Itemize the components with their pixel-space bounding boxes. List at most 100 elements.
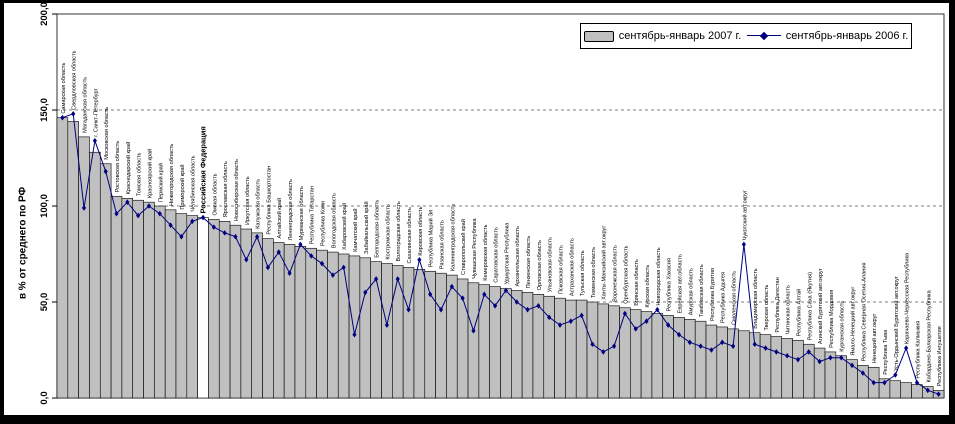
category-label: Иркутская область xyxy=(245,176,251,225)
bar xyxy=(759,334,772,399)
diamond-marker xyxy=(622,310,627,317)
plot-area: 0,0 50,0 100,0 150,0 200,0 Самарская область С… xyxy=(39,3,945,405)
diamond-marker xyxy=(806,349,811,355)
category-label: Республика Татарстан xyxy=(310,186,316,244)
diamond-marker xyxy=(298,241,303,248)
diamond-marker xyxy=(557,322,563,328)
category-label: Республика Тыва xyxy=(883,329,889,375)
category-label: Ненецкий авт.округ xyxy=(871,314,878,364)
diamond-marker xyxy=(449,283,454,290)
category-label: Республика Северная Осетия-Алания xyxy=(861,262,867,361)
category-label: Омская область xyxy=(212,173,218,215)
diamond-marker xyxy=(179,233,184,240)
category-label: Республика Дагестан xyxy=(775,277,781,332)
bar xyxy=(402,267,415,399)
diamond-marker xyxy=(374,276,379,282)
category-label: Брянская область xyxy=(634,259,640,306)
bar xyxy=(240,228,253,399)
category-label: Ямало-Ненецкий авт.округ xyxy=(850,287,857,356)
category-label: Российская Федерация xyxy=(199,126,208,213)
bar xyxy=(435,272,447,399)
legend-item-2006: сентябрь-январь 2006 г. xyxy=(746,30,908,42)
diamond-marker xyxy=(222,230,227,236)
diamond-marker xyxy=(774,349,779,355)
diamond-marker xyxy=(839,354,844,361)
diamond-marker xyxy=(514,299,519,305)
diamond-marker xyxy=(482,291,487,298)
diamond-marker xyxy=(363,289,368,296)
category-label: Новгородская область xyxy=(656,247,662,305)
diamond-marker xyxy=(157,210,162,217)
diamond-marker xyxy=(244,256,249,263)
y-axis-title: в % от среднего по РФ xyxy=(17,186,29,300)
diamond-marker xyxy=(471,328,476,334)
bar xyxy=(467,282,480,399)
diamond-marker xyxy=(828,354,833,361)
category-label: г. Санкт-Петербург xyxy=(93,88,99,136)
bar xyxy=(586,301,599,399)
category-label: Еврейская авт.область xyxy=(676,254,683,313)
category-label: Сахалинская область xyxy=(407,207,413,263)
diamond-marker xyxy=(103,168,108,175)
bar xyxy=(608,305,620,399)
diamond-marker xyxy=(849,362,855,369)
bar xyxy=(283,244,296,399)
category-label: Республика Мордовия xyxy=(829,290,835,348)
diamond-marker xyxy=(860,370,865,376)
category-label: Пензенская область xyxy=(526,236,532,289)
diamond-marker xyxy=(146,203,152,209)
category-label: Курская область xyxy=(645,265,651,308)
category-label: Республика Башкортостан xyxy=(266,166,272,235)
diamond-marker xyxy=(114,210,119,217)
diamond-marker xyxy=(330,272,335,278)
diamond-marker xyxy=(590,341,595,348)
category-label: Усть-Ордынский Бурятский авт.округ xyxy=(893,276,900,371)
diamond-marker xyxy=(81,205,87,211)
bar xyxy=(424,270,436,399)
diamond-marker xyxy=(503,287,509,294)
category-label: Орловская область xyxy=(537,240,543,290)
bar xyxy=(110,196,123,399)
legend: сентябрь-январь 2007 г. сентябрь-январь … xyxy=(580,23,912,49)
category-label: Республика Саха (Якутия) xyxy=(807,272,813,340)
category-label: Псковская область xyxy=(558,245,564,294)
diamond-marker xyxy=(925,387,930,394)
diamond-marker xyxy=(871,379,876,386)
bar xyxy=(511,290,523,399)
category-label: Оренбургская область xyxy=(623,245,629,303)
category-label: Республика Хакасия xyxy=(667,258,673,311)
bar xyxy=(56,117,69,399)
bar xyxy=(738,330,750,399)
bar xyxy=(792,340,804,399)
category-label: Камчатский край xyxy=(352,208,359,251)
y-tick-label: 200,0 xyxy=(39,3,50,26)
category-label: Ленинградская область xyxy=(288,179,294,240)
category-label: Белгородская область xyxy=(375,200,381,258)
diamond-marker xyxy=(655,306,660,313)
bar xyxy=(413,269,426,399)
diamond-marker xyxy=(60,114,65,121)
diamond-marker xyxy=(914,379,920,386)
diamond-marker xyxy=(200,214,206,221)
bar xyxy=(251,232,263,399)
bar xyxy=(500,288,512,399)
category-label: Тамбовская область xyxy=(699,264,705,317)
diamond-marker xyxy=(730,343,736,349)
category-label: Нижегородская область xyxy=(169,144,175,206)
category-label: Рязанская область xyxy=(440,220,446,269)
legend-item-2007: сентябрь-январь 2007 г. xyxy=(583,30,741,42)
category-label: Тверская область xyxy=(764,284,770,330)
diamond-marker xyxy=(406,306,411,313)
category-label: Новосибирская область xyxy=(234,159,240,221)
bar xyxy=(208,219,220,399)
bar xyxy=(337,253,350,399)
category-label: Забайкальский край xyxy=(363,201,370,254)
y-tick-label: 50,0 xyxy=(39,293,50,312)
bar xyxy=(316,249,328,399)
bar xyxy=(651,313,664,399)
y-tick-label: 0,0 xyxy=(39,391,50,404)
diamond-marker xyxy=(904,345,909,351)
category-label: Удмуртская Республика xyxy=(504,222,510,285)
diamond-marker xyxy=(666,322,671,328)
diamond-marker xyxy=(893,372,898,378)
